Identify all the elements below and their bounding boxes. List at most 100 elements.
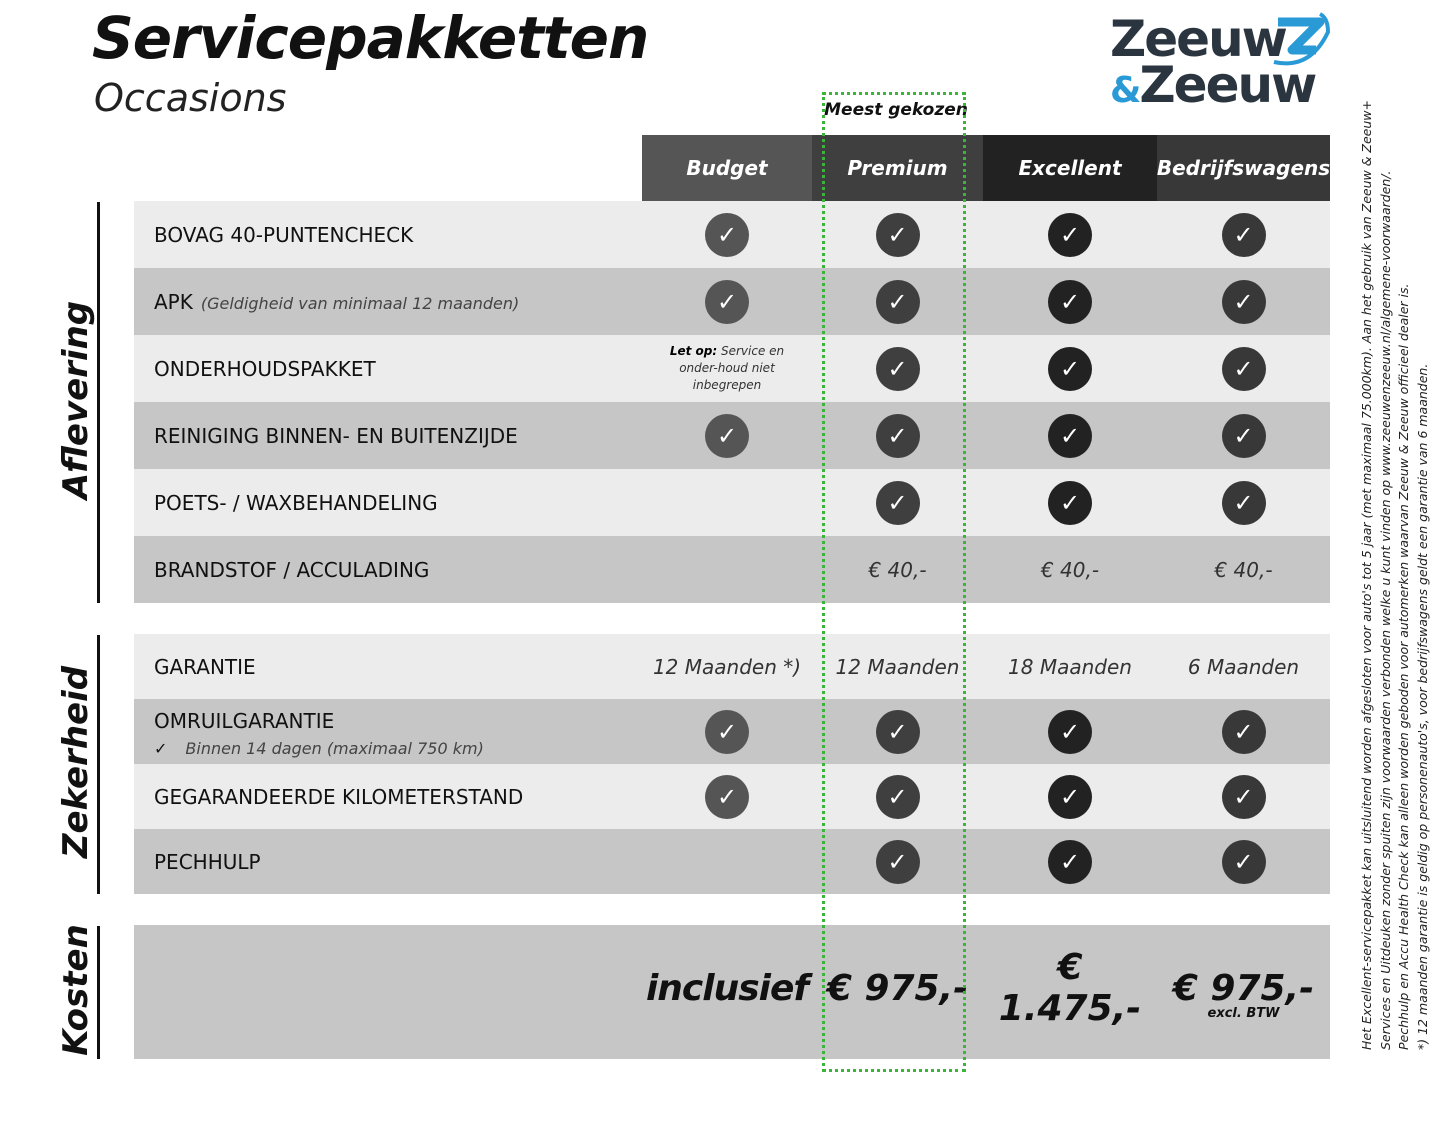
row-title-text: POETS- / WAXBEHANDELING <box>154 490 438 515</box>
check-circle-icon: ✓ <box>1048 774 1092 819</box>
cell-bedrijfswagens: ✓ <box>1157 201 1330 268</box>
section-divider <box>97 202 100 603</box>
footnote: Het Excellent-servicepakket kan uitsluit… <box>1359 100 1374 1050</box>
cell-excellent: ✓ <box>983 699 1157 764</box>
check-circle-icon: ✓ <box>705 774 749 819</box>
row-title: POETS- / WAXBEHANDELING <box>154 491 438 515</box>
footnote: Services en Uitdeuken zonder spuiten zij… <box>1377 170 1393 1050</box>
check-circle-icon: ✓ <box>875 709 920 754</box>
footnotes: Het Excellent-servicepakket kan uitsluit… <box>1358 100 1432 1051</box>
cell-premium: ✓ <box>812 402 983 469</box>
check-circle-icon: ✓ <box>1221 346 1266 391</box>
row-title-text: APK <box>154 289 193 314</box>
price-excellent: € 1.475,- <box>983 925 1157 1059</box>
cell-value: 12 Maanden <box>835 654 960 679</box>
table-row: BRANDSTOF / ACCULADING € 40,- € 40,- € 40,- <box>134 536 1330 603</box>
row-title-text: GARANTIE <box>154 654 256 679</box>
check-circle-icon: ✓ <box>1221 279 1266 324</box>
check-circle-icon: ✓ <box>875 480 920 525</box>
most-chosen-label: Meest gekozen <box>824 100 968 120</box>
cell-excellent: ✓ <box>983 402 1157 469</box>
page-title: Servicepakketten <box>92 4 649 72</box>
check-circle-icon: ✓ <box>1221 774 1266 819</box>
row-subtitle: ✓ Binnen 14 dagen (maximaal 750 km) <box>154 739 484 758</box>
check-circle-icon: ✓ <box>875 413 920 458</box>
row-label: BOVAG 40-PUNTENCHECK <box>154 201 413 268</box>
column-header-bedrijfswagens: Bedrijfswagens <box>1157 135 1330 201</box>
section-divider <box>97 635 100 894</box>
section-label-kosten: Kosten <box>56 924 96 1056</box>
column-header-excellent: Excellent <box>983 135 1157 201</box>
row-label: GEGARANDEERDE KILOMETERSTAND <box>154 764 523 829</box>
price-value: € 975,- <box>1172 967 1315 1009</box>
table-row: GARANTIE 12 Maanden *) 12 Maanden 18 Maande… <box>134 634 1330 699</box>
cell-premium: ✓ <box>812 335 983 402</box>
row-title: OMRUILGARANTIE <box>154 709 484 733</box>
cell-premium: ✓ <box>812 699 983 764</box>
check-circle-icon: ✓ <box>1048 413 1092 458</box>
check-circle-icon: ✓ <box>875 839 920 884</box>
cell-premium: ✓ <box>812 201 983 268</box>
table-row: OMRUILGARANTIE ✓ Binnen 14 dagen (maximaal… <box>134 699 1330 764</box>
row-subtitle: (Geldigheid van minimaal 12 maanden) <box>200 293 520 313</box>
row-title: GARANTIE <box>154 655 256 679</box>
check-circle-icon: ✓ <box>1048 709 1092 754</box>
footnote: *) 12 maanden garantie is geldig op pers… <box>1414 363 1430 1050</box>
cell-bedrijfswagens: ✓ <box>1157 335 1330 402</box>
table-row: ONDERHOUDSPAKKET Let op: Service en onder… <box>134 335 1330 402</box>
check-circle-icon: ✓ <box>705 413 749 458</box>
checkmark-icon: ✓ <box>154 739 168 758</box>
check-circle-icon: ✓ <box>875 346 920 391</box>
check-circle-icon: ✓ <box>1221 839 1266 884</box>
row-title-text: REINIGING BINNEN- EN BUITENZIJDE <box>154 423 518 448</box>
row-title-text: GEGARANDEERDE KILOMETERSTAND <box>154 784 524 809</box>
price-value: € 975,- <box>826 967 969 1009</box>
row-title: BOVAG 40-PUNTENCHECK <box>154 223 413 247</box>
cell-premium: ✓ <box>812 469 983 536</box>
price-value: inclusief <box>645 967 809 1009</box>
cell-premium: € 40,- <box>812 536 983 603</box>
row-label: OMRUILGARANTIE ✓ Binnen 14 dagen (maximaal… <box>154 701 484 766</box>
row-label: APK (Geldigheid van minimaal 12 maanden) <box>154 268 519 335</box>
zeeuw-logo: Zeeuw &Zeeuw <box>1110 10 1335 114</box>
note-body: Service en onder-houd niet inbegrepen <box>679 344 785 392</box>
price-value: € 1.475,- <box>998 947 1142 1029</box>
cell-value: 12 Maanden *) <box>652 654 802 679</box>
cell-value: 18 Maanden <box>1008 654 1132 679</box>
check-circle-icon: ✓ <box>705 279 749 324</box>
row-label: GARANTIE <box>154 634 256 699</box>
price-note: excl. BTW <box>1207 1005 1280 1021</box>
note-text: Let op: Service en onder-houd niet inbeg… <box>652 343 802 394</box>
table-row: REINIGING BINNEN- EN BUITENZIJDE ✓ ✓ ✓ ✓ <box>134 402 1330 469</box>
row-title: ONDERHOUDSPAKKET <box>154 357 376 381</box>
cell-budget: 12 Maanden *) <box>642 634 812 699</box>
row-label: PECHHULP <box>154 829 261 894</box>
costs-row: inclusief € 975,- € 1.475,- € 975,- excl.… <box>134 925 1330 1059</box>
table-row: BOVAG 40-PUNTENCHECK ✓ ✓ ✓ ✓ <box>134 201 1330 268</box>
check-circle-icon: ✓ <box>1221 480 1266 525</box>
cell-value: € 40,- <box>1040 557 1100 582</box>
check-circle-icon: ✓ <box>1048 480 1092 525</box>
check-circle-icon: ✓ <box>875 279 920 324</box>
row-label: BRANDSTOF / ACCULADING <box>154 536 429 603</box>
cell-bedrijfswagens: 6 Maanden <box>1157 634 1330 699</box>
row-title: APK (Geldigheid van minimaal 12 maanden) <box>154 290 519 314</box>
cell-budget: ✓ <box>642 268 812 335</box>
cell-bedrijfswagens: ✓ <box>1157 829 1330 894</box>
cell-excellent: ✓ <box>983 201 1157 268</box>
cell-excellent: € 40,- <box>983 536 1157 603</box>
cell-budget: ✓ <box>642 699 812 764</box>
cell-excellent: ✓ <box>983 335 1157 402</box>
price-bedrijfswagens: € 975,- excl. BTW <box>1157 925 1330 1059</box>
cell-premium: ✓ <box>812 268 983 335</box>
section-label-aflevering: Aflevering <box>56 300 96 500</box>
cell-excellent: ✓ <box>983 469 1157 536</box>
cell-bedrijfswagens: ✓ <box>1157 268 1330 335</box>
footnote: Pechhulp en Accu Health Check kan alleen… <box>1396 283 1411 1051</box>
cell-excellent: ✓ <box>983 764 1157 829</box>
cell-value: € 40,- <box>1214 557 1273 582</box>
cell-bedrijfswagens: ✓ <box>1157 402 1330 469</box>
spacer <box>895 1009 900 1019</box>
check-circle-icon: ✓ <box>1048 279 1092 324</box>
row-title-text: BRANDSTOF / ACCULADING <box>154 557 430 582</box>
